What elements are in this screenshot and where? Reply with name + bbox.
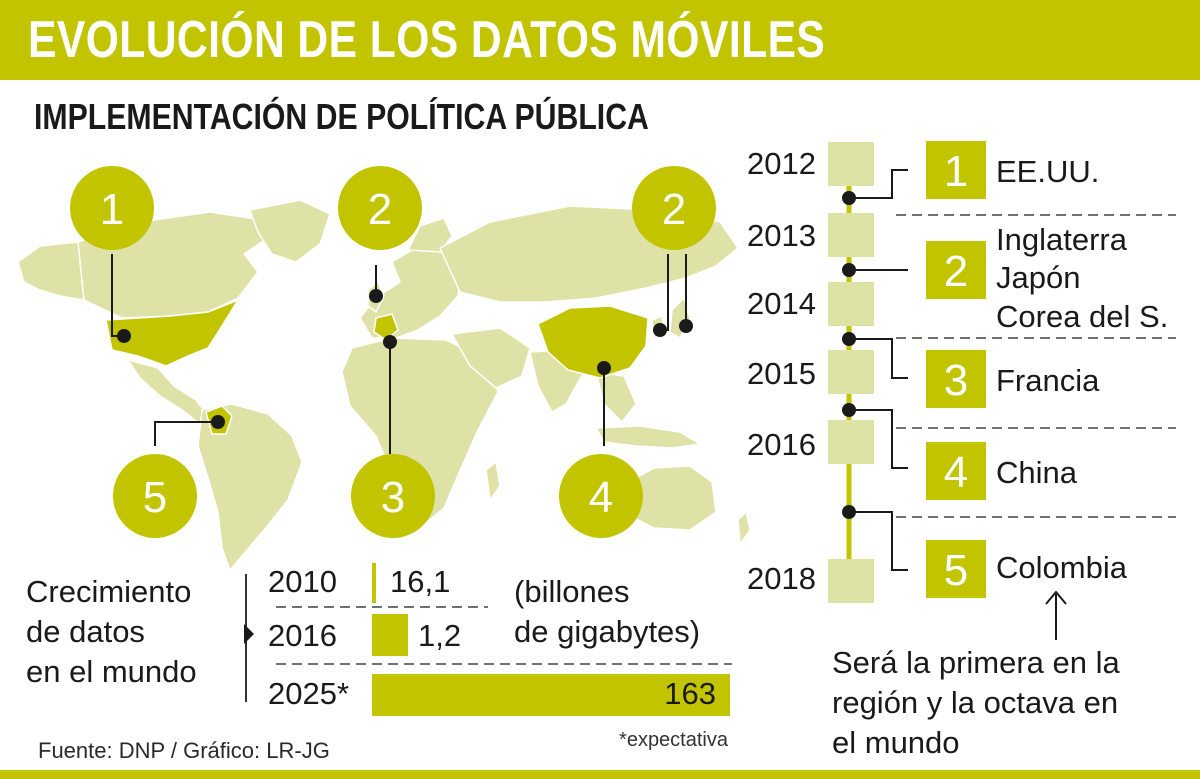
entry-country: Japón <box>996 260 1080 295</box>
timeline-year-boxes <box>828 142 874 603</box>
map-scandinavia <box>406 217 453 253</box>
dot-france <box>383 335 397 349</box>
marker-number: 5 <box>143 473 167 522</box>
map-alaska <box>17 241 85 301</box>
highlighted-countries <box>105 298 649 435</box>
entry-country: China <box>996 455 1078 490</box>
chart-title-line-1: Crecimiento <box>26 574 191 609</box>
timeline-entry-3: 3 Francia <box>926 350 1100 408</box>
map-marker-2-uk: 2 <box>338 166 422 250</box>
entry-country: EE.UU. <box>996 154 1099 189</box>
svg-text:1: 1 <box>944 147 968 196</box>
source-credit: Fuente: DNP / Gráfico: LR-JG <box>38 738 330 763</box>
timeline: 2012 2013 2014 2015 2016 2018 <box>747 141 1176 760</box>
timeline-years: 2012 2013 2014 2015 2016 2018 <box>747 146 816 596</box>
map-usa <box>105 298 240 367</box>
page-subtitle: IMPLEMENTACIÓN DE POLÍTICA PÚBLICA <box>34 96 649 137</box>
timeline-note-line: Será la primera en la <box>832 645 1121 680</box>
map-leader-lines <box>111 254 687 454</box>
timeline-entry-5: 5 Colombia <box>926 540 1128 598</box>
map-greenland <box>248 199 331 263</box>
entry-country: Francia <box>996 363 1100 398</box>
header-banner: EVOLUCIÓN DE LOS DATOS MÓVILES <box>0 0 1200 86</box>
timeline-connectors <box>849 169 908 571</box>
bottom-accent-bar <box>0 770 1200 779</box>
entry-country: Corea del S. <box>996 299 1168 334</box>
timeline-entry-4: 4 China <box>926 442 1078 500</box>
timeline-dividers <box>896 214 1176 518</box>
dot-korea <box>653 323 667 337</box>
map-dots <box>117 289 693 429</box>
timeline-note-line: el mundo <box>832 725 960 760</box>
marker-number: 2 <box>662 185 686 234</box>
map-middle-east <box>450 327 531 389</box>
bar-2016 <box>372 614 408 656</box>
timeline-year: 2018 <box>747 561 816 596</box>
map-marker-3: 3 <box>351 454 435 538</box>
up-arrow-icon <box>1045 590 1067 640</box>
timeline-year: 2015 <box>747 356 816 391</box>
chart-title-line-2: de datos <box>26 614 145 649</box>
timeline-year: 2016 <box>747 427 816 462</box>
marker-number: 2 <box>368 185 392 234</box>
bar-2025 <box>372 674 730 716</box>
bar-category-2010: 2010 <box>268 564 337 599</box>
map-madagascar <box>485 460 501 502</box>
bar-2010 <box>372 563 376 603</box>
chart-footnote: *expectativa <box>619 729 729 751</box>
map-new-zealand <box>737 510 751 547</box>
timeline-box-2015 <box>828 350 874 394</box>
bar-label-2010: 16,1 <box>390 564 450 599</box>
map-france <box>373 313 399 341</box>
svg-text:5: 5 <box>944 546 968 595</box>
timeline-entry-1: 1 EE.UU. <box>926 141 1099 199</box>
map-marker-1: 1 <box>70 166 154 250</box>
dot-usa <box>117 329 131 343</box>
entry-country: Inglaterra <box>996 222 1128 257</box>
bar-category-2025: 2025* <box>268 676 349 711</box>
timeline-year: 2014 <box>747 286 816 321</box>
chart-title-line-3: en el mundo <box>26 654 197 689</box>
page-title: EVOLUCIÓN DE LOS DATOS MÓVILES <box>28 11 826 69</box>
timeline-year: 2012 <box>747 146 816 181</box>
timeline-box-2016 <box>828 420 874 464</box>
map-china <box>537 305 649 379</box>
map-se-asia <box>595 371 637 424</box>
unit-note-line-1: (billones <box>514 574 629 609</box>
svg-text:2: 2 <box>944 247 968 296</box>
timeline-entry-2: 2 Inglaterra Japón Corea del S. <box>926 222 1168 334</box>
bar-label-2016: 1,2 <box>418 618 461 653</box>
dot-colombia <box>211 415 225 429</box>
entry-country: Colombia <box>996 550 1128 585</box>
map-indonesia <box>594 425 703 449</box>
svg-text:4: 4 <box>944 448 968 497</box>
growth-chart: Crecimiento de datos en el mundo 2010 20… <box>26 563 732 751</box>
svg-text:3: 3 <box>944 356 968 405</box>
map-marker-4: 4 <box>559 454 643 538</box>
map-central-america <box>126 358 212 425</box>
timeline-box-2012 <box>828 142 874 186</box>
map-south-america <box>197 403 303 572</box>
timeline-note-line: región y la octava en <box>832 685 1118 720</box>
timeline-box-2014 <box>828 282 874 326</box>
timeline-box-2018 <box>828 559 874 603</box>
map-marker-2-asia: 2 <box>632 166 716 250</box>
unit-note-line-2: de gigabytes) <box>514 614 700 649</box>
timeline-box-2013 <box>828 213 874 257</box>
leader-line-colombia <box>154 421 218 446</box>
marker-number: 1 <box>100 185 124 234</box>
timeline-dots <box>842 191 856 519</box>
dot-japan <box>679 319 693 333</box>
dot-uk <box>369 289 383 303</box>
bar-label-2025: 163 <box>664 676 716 711</box>
timeline-year: 2013 <box>747 218 816 253</box>
dot-china <box>597 361 611 375</box>
bar-category-2016: 2016 <box>268 618 337 653</box>
map-marker-5: 5 <box>113 454 197 538</box>
marker-number: 3 <box>381 473 405 522</box>
marker-number: 4 <box>589 473 613 522</box>
current-year-pointer <box>244 624 254 644</box>
